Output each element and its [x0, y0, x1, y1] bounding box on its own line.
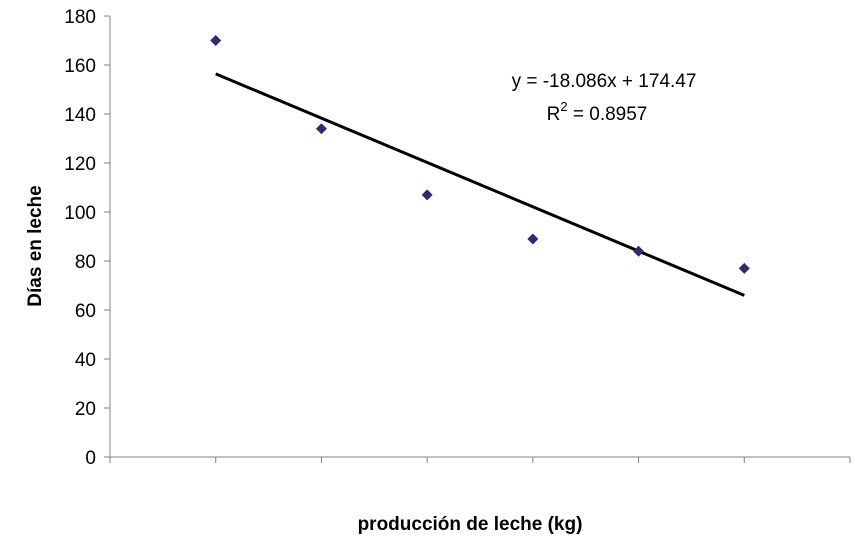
x-axis-title: producción de leche (kg)	[358, 514, 583, 535]
data-point	[421, 189, 433, 201]
trendline	[215, 72, 745, 297]
data-points	[210, 35, 750, 274]
r-squared-label: R2 = 0.8957	[547, 99, 648, 125]
y-tick-label: 180	[64, 7, 96, 28]
r-squared-prefix: R	[547, 104, 561, 125]
y-tick-label: 0	[85, 448, 96, 469]
data-point	[527, 233, 539, 245]
r-squared-superscript: 2	[560, 99, 567, 114]
y-tick-label: 80	[75, 252, 96, 273]
y-axis-title: Días en leche	[25, 185, 46, 306]
data-point	[315, 123, 327, 135]
x-axis	[109, 456, 851, 463]
y-tick-label: 160	[64, 56, 96, 77]
trendline-line	[215, 72, 745, 297]
data-point	[738, 262, 750, 274]
y-tick-label: 100	[64, 203, 96, 224]
y-tick-label: 140	[64, 105, 96, 126]
y-tick-label: 60	[75, 301, 96, 322]
y-axis: 0 20 40 60 80 100 120 140 160 180	[64, 7, 111, 469]
trendline-equation: y = -18.086x + 174.47	[512, 71, 697, 92]
data-point	[210, 35, 222, 46]
y-tick-label: 120	[64, 154, 96, 175]
r-squared-value: = 0.8957	[568, 104, 648, 125]
data-point	[633, 245, 645, 257]
y-tick-label: 40	[75, 350, 96, 371]
y-tick-label: 20	[75, 399, 96, 420]
